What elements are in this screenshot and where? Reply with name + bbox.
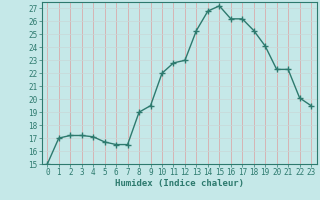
X-axis label: Humidex (Indice chaleur): Humidex (Indice chaleur) <box>115 179 244 188</box>
